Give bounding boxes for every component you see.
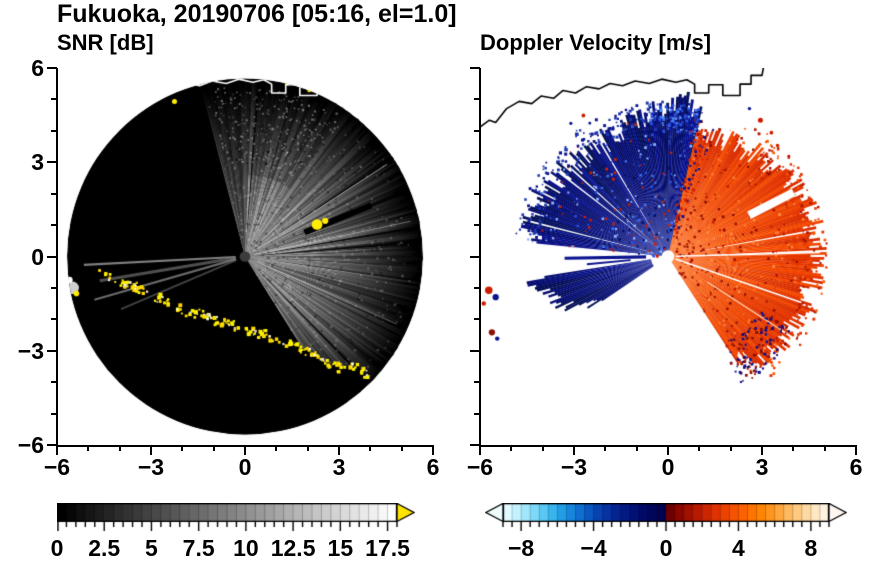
x-tick-label: 0	[238, 454, 252, 480]
x-tick	[306, 446, 309, 451]
x-tick	[635, 446, 638, 451]
colorbar-tick-label: 4	[732, 535, 745, 561]
colorbar-tick-label: 2.5	[88, 535, 121, 561]
colorbar-tick-label: 5	[145, 535, 158, 561]
y-tick	[470, 349, 480, 352]
x-tick	[510, 446, 513, 451]
x-tick	[761, 446, 763, 455]
x-tick	[212, 446, 215, 451]
y-tick	[470, 161, 480, 164]
y-tick-label: −6	[17, 432, 44, 458]
y-tick	[47, 255, 57, 258]
y-tick	[474, 129, 480, 132]
y-tick	[51, 129, 57, 132]
snr-panel-title: SNR [dB]	[57, 30, 154, 55]
colorbar-tick-label: 17.5	[365, 535, 410, 561]
y-tick-label: 6	[31, 55, 44, 81]
snr-colorbar-canvas	[57, 503, 415, 533]
x-tick	[432, 446, 434, 455]
x-tick-label: 6	[849, 454, 863, 480]
colorbar-tick-label: 12.5	[270, 535, 316, 561]
y-tick	[51, 412, 57, 415]
x-tick	[400, 446, 403, 451]
x-tick	[823, 446, 826, 451]
y-tick	[474, 286, 480, 289]
colorbar-tick-label: 8	[804, 535, 818, 561]
y-tick	[470, 255, 480, 258]
colorbar-tick-label: 0	[50, 535, 64, 561]
y-tick	[47, 444, 57, 446]
x-tick-label: 3	[755, 454, 769, 480]
y-tick	[470, 444, 480, 446]
velocity-colorbar-canvas	[485, 503, 847, 533]
x-tick	[87, 446, 90, 451]
y-tick	[51, 98, 57, 101]
x-axis-line	[56, 445, 434, 447]
y-tick	[474, 224, 480, 227]
x-tick	[604, 446, 607, 451]
x-tick-label: −6	[43, 454, 71, 480]
y-tick	[47, 349, 57, 352]
velocity-panel-title: Doppler Velocity [m/s]	[480, 30, 712, 55]
y-tick	[51, 224, 57, 227]
colorbar-tick-label: −8	[507, 535, 535, 561]
x-axis-line	[479, 445, 857, 447]
y-tick	[470, 67, 480, 69]
x-tick-label: 6	[426, 454, 440, 480]
y-tick-label: 3	[31, 149, 44, 176]
x-tick	[855, 446, 857, 455]
x-tick	[667, 446, 669, 455]
y-tick	[474, 192, 480, 195]
y-tick-label: 0	[31, 243, 44, 270]
colorbar-tick-label: 0	[659, 535, 673, 561]
y-tick	[474, 318, 480, 321]
figure-title: Fukuoka, 20190706 [05:16, el=1.0]	[57, 0, 457, 28]
x-tick-label: 3	[332, 454, 346, 480]
x-tick	[573, 446, 575, 455]
y-tick-label: −3	[17, 337, 44, 364]
y-tick	[474, 381, 480, 384]
x-tick	[181, 446, 184, 451]
y-tick	[474, 98, 480, 101]
colorbar-tick-label: 15	[327, 535, 354, 561]
x-tick	[338, 446, 340, 455]
x-tick	[698, 446, 701, 451]
x-tick-label: −3	[137, 454, 165, 480]
colorbar-tick-label: −4	[580, 535, 607, 561]
x-tick	[244, 446, 246, 455]
y-tick	[51, 286, 57, 289]
colorbar-tick-label: 7.5	[182, 535, 215, 561]
x-tick	[729, 446, 732, 451]
velocity-ppi-canvas	[480, 68, 856, 445]
x-tick	[792, 446, 795, 451]
y-tick	[47, 161, 57, 164]
x-tick	[150, 446, 152, 455]
y-tick	[51, 318, 57, 321]
colorbar-tick-label: 10	[233, 535, 259, 561]
y-tick	[51, 192, 57, 195]
y-tick	[47, 67, 57, 69]
x-tick-label: −3	[560, 454, 588, 480]
x-tick	[479, 446, 481, 455]
x-tick	[369, 446, 372, 451]
snr-ppi-canvas	[57, 68, 433, 445]
x-tick	[541, 446, 544, 451]
x-tick	[56, 446, 58, 455]
y-tick	[474, 412, 480, 415]
x-tick	[118, 446, 121, 451]
x-tick-label: 0	[661, 454, 675, 480]
y-tick	[51, 381, 57, 384]
x-tick	[275, 446, 278, 451]
x-tick-label: −6	[466, 454, 494, 480]
